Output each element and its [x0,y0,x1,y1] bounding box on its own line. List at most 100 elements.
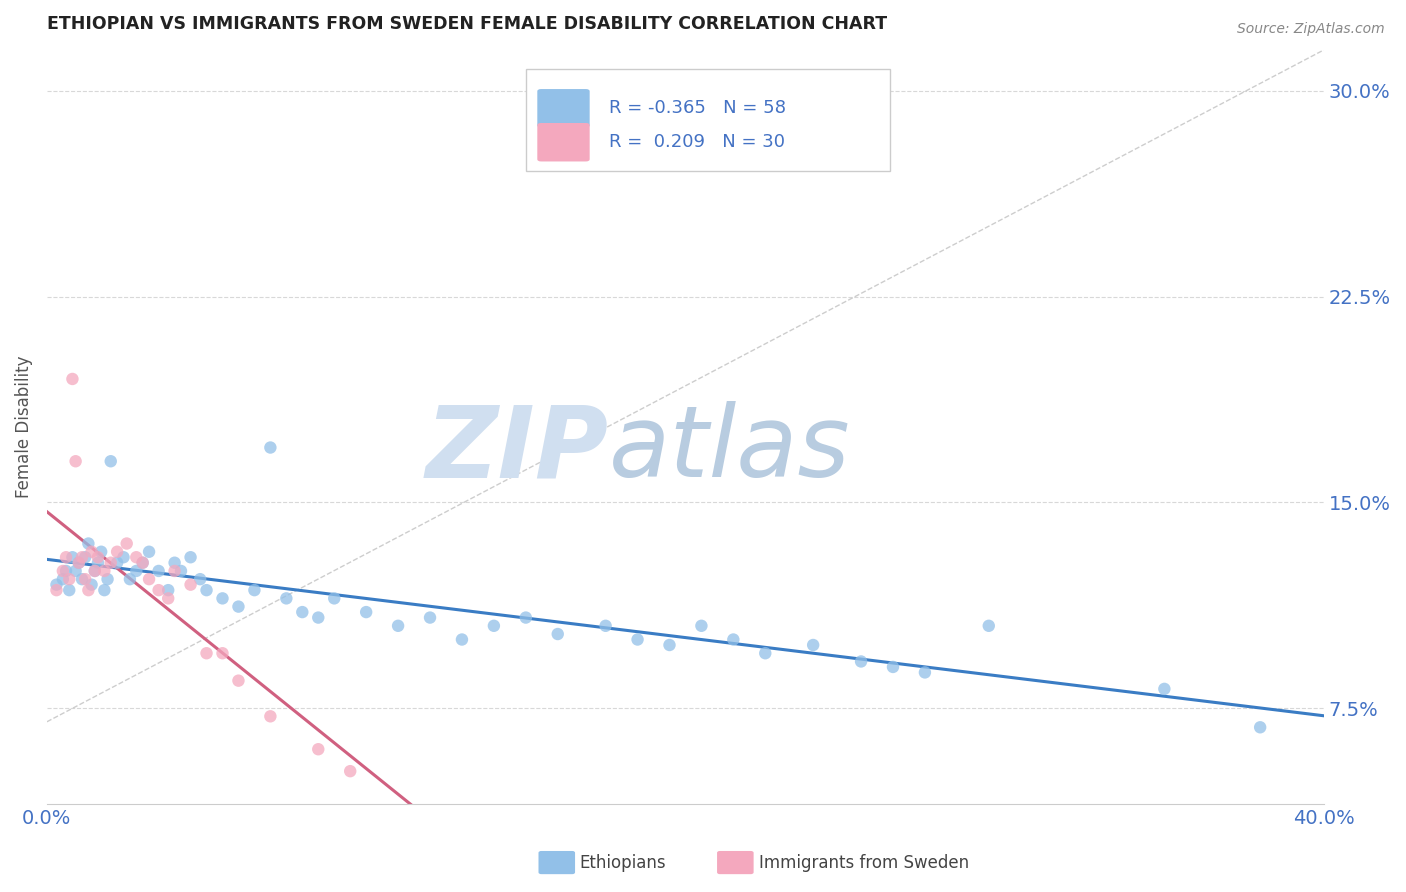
Point [180,550,202,565]
Point [801,638,824,652]
Point [58,583,80,598]
Point [354,605,377,619]
Point [70,550,93,565]
Point [1249,720,1271,734]
Point [83,564,105,578]
Point [93,583,115,598]
Text: Immigrants from Sweden: Immigrants from Sweden [759,854,969,871]
Point [45,583,67,598]
Point [131,556,153,570]
Point [100,454,122,468]
Point [131,556,153,570]
Point [690,619,713,633]
Point [96,572,118,586]
Point [211,646,233,660]
Point [93,564,115,578]
Point [914,665,936,680]
Point [77,536,100,550]
Point [118,572,141,586]
Point [148,583,170,598]
Point [100,556,122,570]
Y-axis label: Female Disability: Female Disability [15,356,32,499]
Point [195,646,218,660]
Point [105,545,128,559]
Point [228,673,250,688]
Point [55,564,77,578]
Point [259,441,281,455]
Point [80,577,103,591]
Point [339,764,361,779]
Point [157,583,180,598]
Point [163,556,186,570]
Point [515,610,537,624]
FancyBboxPatch shape [537,123,589,161]
Point [138,545,160,559]
Point [67,556,90,570]
Point [62,372,84,386]
Text: atlas: atlas [609,401,851,498]
Point [180,577,202,591]
Point [307,742,329,756]
Point [58,572,80,586]
Text: Source: ZipAtlas.com: Source: ZipAtlas.com [1237,22,1385,37]
Point [723,632,745,647]
FancyBboxPatch shape [537,89,589,128]
Point [125,550,148,565]
Point [87,550,110,565]
Point [211,591,233,606]
Point [195,583,218,598]
Point [115,536,138,550]
Point [75,550,97,565]
Point [626,632,648,647]
Point [754,646,776,660]
Text: R =  0.209   N = 30: R = 0.209 N = 30 [609,133,785,152]
Point [228,599,250,614]
Point [70,572,93,586]
Text: ZIP: ZIP [426,401,609,498]
Point [55,550,77,565]
Point [188,572,211,586]
Point [112,550,135,565]
Point [77,583,100,598]
Point [80,545,103,559]
Point [157,591,180,606]
Text: ETHIOPIAN VS IMMIGRANTS FROM SWEDEN FEMALE DISABILITY CORRELATION CHART: ETHIOPIAN VS IMMIGRANTS FROM SWEDEN FEMA… [46,15,887,33]
Point [125,564,148,578]
Point [882,660,904,674]
Point [482,619,505,633]
Point [547,627,569,641]
Point [138,572,160,586]
Text: Ethiopians: Ethiopians [579,854,666,871]
Point [83,564,105,578]
Point [87,556,110,570]
Point [307,610,329,624]
Point [259,709,281,723]
Point [977,619,1000,633]
FancyBboxPatch shape [526,69,890,170]
Point [170,564,193,578]
Point [595,619,617,633]
Point [52,572,75,586]
Point [163,564,186,578]
Point [323,591,346,606]
Point [65,454,87,468]
Point [849,655,872,669]
Point [45,577,67,591]
Point [291,605,314,619]
Point [105,556,128,570]
Point [65,564,87,578]
Point [52,564,75,578]
Point [387,619,409,633]
Point [276,591,298,606]
Point [62,550,84,565]
Point [148,564,170,578]
Point [658,638,681,652]
Point [243,583,266,598]
Point [67,556,90,570]
Point [75,572,97,586]
Point [90,545,112,559]
Point [1153,681,1175,696]
Text: R = -0.365   N = 58: R = -0.365 N = 58 [609,99,786,117]
Point [419,610,441,624]
Point [451,632,474,647]
